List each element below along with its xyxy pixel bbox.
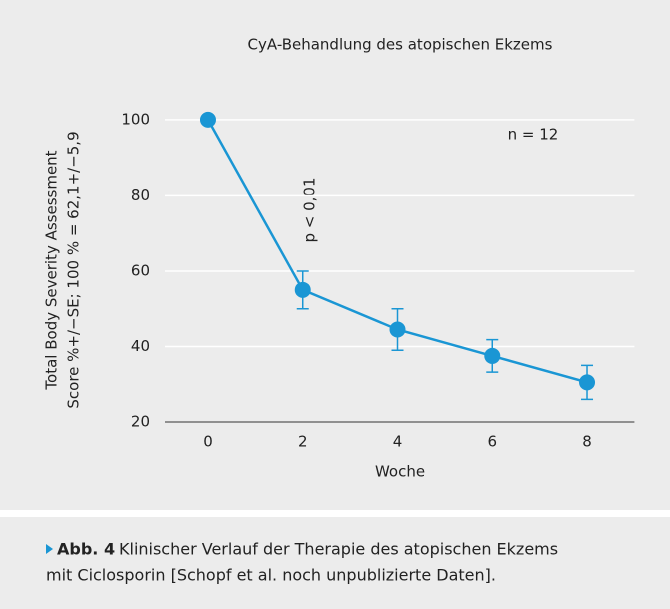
y-tick-label: 100 [121, 110, 150, 128]
point [579, 374, 596, 391]
x-axis-label: Woche [375, 463, 425, 481]
y-tick-label: 20 [131, 413, 150, 431]
y-axis-label: Score %+/−SE; 100 % = 62,1+/−5,9 [65, 131, 83, 408]
caption-marker [46, 544, 53, 554]
caption-text: Klinischer Verlauf der Therapie des atop… [119, 540, 558, 559]
annotation: p < 0,01 [301, 177, 319, 242]
point [389, 321, 406, 338]
y-axis-label: Total Body Severity Assessment [43, 150, 61, 390]
point [294, 281, 311, 298]
x-tick-label: 6 [487, 433, 497, 451]
caption-panel [0, 517, 670, 609]
chart-title: CyA-Behandlung des atopischen Ekzems [248, 36, 553, 54]
y-tick-label: 40 [131, 337, 150, 355]
caption-text: mit Ciclosporin [Schopf et al. noch unpu… [46, 566, 496, 585]
y-tick-label: 80 [131, 186, 150, 204]
point [484, 347, 501, 364]
x-tick-label: 0 [203, 433, 213, 451]
point [199, 111, 216, 128]
chart-panel [0, 0, 670, 510]
x-tick-label: 8 [582, 433, 592, 451]
annotation: n = 12 [508, 126, 559, 144]
caption-label: Abb. 4 [57, 540, 115, 559]
x-tick-label: 2 [298, 433, 308, 451]
y-tick-label: 60 [131, 261, 150, 279]
x-tick-label: 4 [393, 433, 403, 451]
